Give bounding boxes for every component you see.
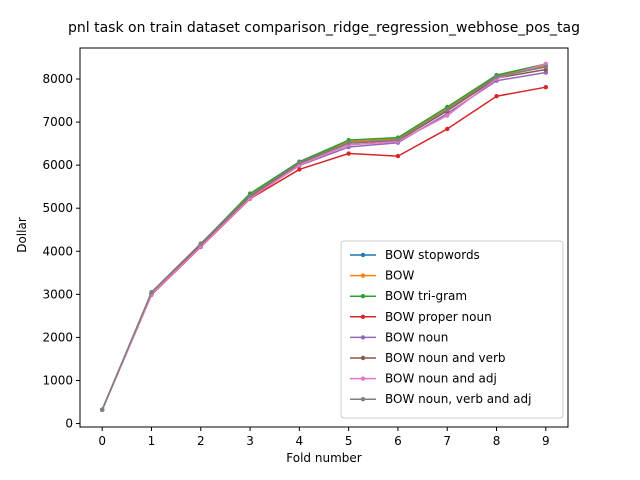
legend-item: BOW noun and adj — [350, 372, 497, 386]
x-tick-label: 2 — [197, 434, 205, 448]
legend-swatch-marker — [360, 314, 366, 319]
data-point — [445, 126, 450, 132]
legend-swatch-marker — [360, 294, 366, 299]
data-point — [543, 61, 549, 67]
legend-item: BOW tri-gram — [350, 289, 467, 303]
series-layer — [99, 61, 549, 412]
legend-swatch-marker — [360, 355, 366, 361]
y-axis: 0 1000 2000 3000 4000 5000 6000 7000 8000 — [42, 72, 80, 431]
legend-label: BOW — [385, 269, 414, 283]
y-tick-label: 0 — [65, 417, 73, 431]
data-point — [543, 84, 549, 90]
data-point — [543, 70, 549, 75]
data-point — [395, 153, 401, 159]
legend-label: BOW noun and adj — [385, 372, 497, 386]
data-point — [149, 289, 154, 295]
y-tick-label: 5000 — [42, 201, 73, 215]
y-tick-label: 1000 — [42, 373, 73, 387]
x-axis: 0 1 2 3 4 5 6 7 8 9 — [98, 427, 550, 448]
data-point — [445, 113, 450, 118]
data-point — [346, 151, 351, 156]
data-point — [494, 94, 499, 99]
data-point — [445, 107, 450, 112]
legend-swatch-marker — [360, 397, 366, 402]
y-tick-label: 8000 — [42, 72, 73, 86]
x-tick-label: 9 — [542, 434, 550, 448]
y-tick-label: 4000 — [42, 244, 73, 258]
plot-area — [79, 47, 569, 428]
y-tick-label: 7000 — [42, 115, 73, 129]
axes-frame — [79, 47, 569, 428]
legend-label: BOW noun and verb — [385, 351, 506, 365]
legend-label: BOW noun, verb and adj — [385, 392, 531, 406]
data-point — [543, 64, 549, 70]
legend-swatch-marker — [360, 273, 366, 278]
legend-item: BOW — [350, 269, 414, 283]
y-tick-label: 6000 — [42, 158, 73, 172]
series-line — [101, 63, 547, 411]
legend-swatch-marker — [360, 376, 366, 381]
data-point — [346, 140, 351, 145]
series-line — [101, 66, 546, 411]
data-point — [297, 160, 302, 165]
x-tick-label: 6 — [394, 434, 402, 448]
data-point — [297, 167, 302, 172]
x-tick-label: 4 — [296, 434, 304, 448]
legend-swatch-marker — [360, 252, 366, 258]
x-tick-label: 1 — [148, 434, 156, 448]
x-tick-label: 7 — [443, 434, 451, 448]
x-tick-label: 8 — [493, 434, 501, 448]
y-axis-label: Dollar — [15, 217, 29, 253]
legend-label: BOW tri-gram — [385, 289, 467, 303]
series-8 — [99, 64, 549, 412]
data-point — [494, 74, 499, 80]
legend-swatch-marker — [360, 335, 366, 340]
legend-box — [340, 240, 564, 419]
data-point — [99, 407, 105, 412]
legend-label: BOW proper noun — [385, 310, 492, 324]
legend-item: BOW stopwords — [350, 248, 480, 262]
y-tick-label: 2000 — [42, 330, 73, 344]
data-point — [198, 241, 203, 246]
data-point — [247, 193, 253, 198]
y-tick-label: 3000 — [42, 287, 73, 301]
x-tick-label: 3 — [246, 434, 254, 448]
legend-label: BOW stopwords — [385, 248, 480, 262]
legend-item: BOW proper noun — [350, 310, 492, 324]
legend-label: BOW noun — [385, 330, 448, 344]
x-tick-label: 0 — [98, 434, 106, 448]
x-axis-label: Fold number — [286, 451, 361, 465]
legend-item: BOW noun and verb — [350, 351, 506, 365]
chart-title: pnl task on train dataset comparison_rid… — [68, 20, 580, 36]
legend: BOW stopwords BOW BOW tri-gram BOW proper n… — [340, 240, 564, 419]
x-tick-label: 5 — [345, 434, 353, 448]
legend-item: BOW noun, verb and adj — [350, 392, 531, 406]
data-point — [395, 137, 401, 142]
legend-item: BOW noun — [350, 330, 448, 344]
